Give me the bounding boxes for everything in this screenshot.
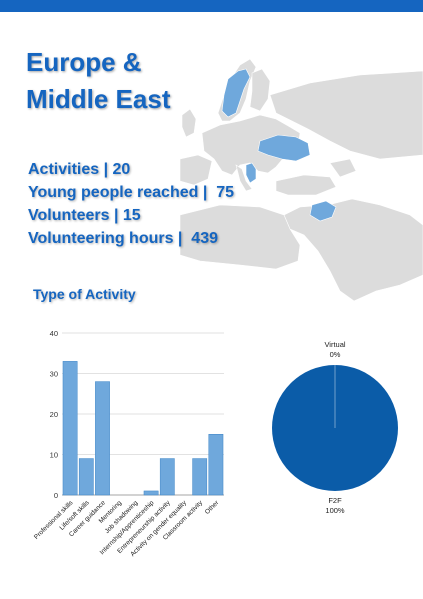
region-title-line-2: Middle East bbox=[26, 84, 171, 114]
stat-value: 75 bbox=[216, 184, 235, 201]
stat-label: Activities bbox=[28, 161, 100, 178]
map-land-north-africa bbox=[180, 204, 301, 270]
y-tick-label: 20 bbox=[50, 410, 58, 419]
y-tick-label: 30 bbox=[50, 370, 58, 379]
stat-separator: | bbox=[198, 184, 217, 201]
stat-separator: | bbox=[109, 207, 123, 224]
region-title: Europe & Middle East bbox=[26, 44, 226, 118]
map-land-finland bbox=[249, 68, 271, 112]
section-title-type-of-activity: Type of Activity bbox=[33, 286, 136, 302]
bar bbox=[95, 381, 110, 496]
y-tick-label: 10 bbox=[50, 451, 58, 460]
y-tick-label: 0 bbox=[54, 491, 58, 500]
stat-value: 439 bbox=[191, 230, 218, 247]
pie-label-f2f: F2F bbox=[328, 496, 342, 505]
bar bbox=[78, 458, 94, 496]
map-land-middle-east bbox=[283, 198, 423, 302]
top-accent-bar bbox=[0, 0, 423, 12]
map-highlight-syria bbox=[309, 200, 337, 222]
stat-label: Young people reached bbox=[28, 184, 199, 201]
region-title-line-1: Europe & bbox=[26, 47, 142, 77]
stat-volunteers: Volunteers | 15 bbox=[28, 204, 234, 227]
stat-value: 20 bbox=[112, 161, 131, 178]
bar bbox=[192, 458, 208, 496]
stat-value: 15 bbox=[122, 207, 141, 224]
europe-middle-east-map bbox=[180, 58, 423, 302]
bar bbox=[143, 490, 159, 496]
stat-label: Volunteers bbox=[28, 207, 110, 224]
map-land-uk bbox=[181, 108, 197, 138]
map-land-continental-europe bbox=[201, 114, 301, 176]
map-land-turkey bbox=[275, 174, 337, 196]
map-highlight-sweden bbox=[221, 68, 251, 118]
stat-separator: | bbox=[99, 161, 113, 178]
bar bbox=[208, 434, 224, 496]
stat-activities: Activities | 20 bbox=[28, 158, 234, 181]
stat-separator: | bbox=[173, 230, 192, 247]
map-land-italy bbox=[235, 164, 253, 192]
map-highlight-serbia bbox=[245, 162, 257, 184]
y-tick-label: 40 bbox=[50, 329, 58, 338]
x-tick-label: Other bbox=[204, 499, 221, 516]
stat-label: Volunteering hours bbox=[28, 230, 174, 247]
pie-percent-virtual: 0% bbox=[330, 350, 341, 359]
stat-volunteering-hours: Volunteering hours | 439 bbox=[28, 227, 234, 250]
pie-label-virtual: Virtual bbox=[324, 340, 345, 349]
pie-percent-f2f: 100% bbox=[325, 506, 345, 515]
map-land-russia bbox=[269, 70, 423, 160]
map-land-caucasus bbox=[329, 158, 357, 178]
bar bbox=[159, 458, 175, 496]
stat-young-people: Young people reached | 75 bbox=[28, 181, 234, 204]
map-highlight-ukraine bbox=[257, 134, 311, 162]
map-land-iberia bbox=[180, 154, 213, 186]
bar bbox=[62, 361, 78, 496]
stats-block: Activities | 20 Young people reached | 7… bbox=[28, 158, 234, 250]
